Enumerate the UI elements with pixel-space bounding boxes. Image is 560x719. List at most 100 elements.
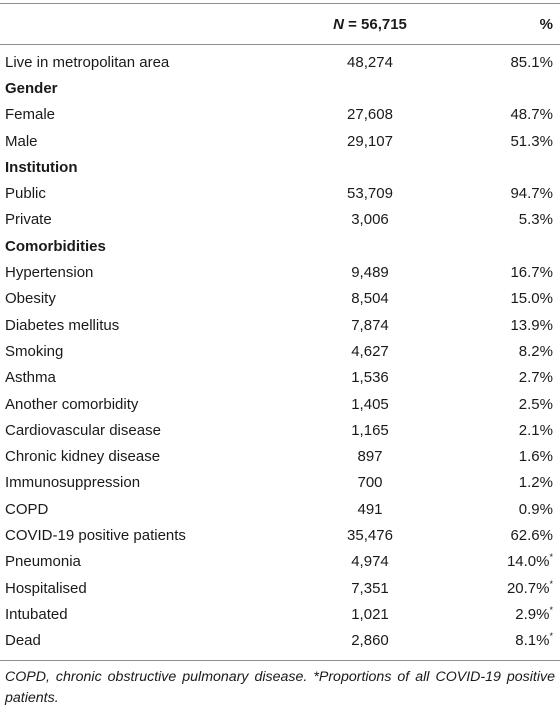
row-n-value: 29,107 (347, 132, 393, 150)
row-pct-cell: 14.0%* (470, 552, 560, 571)
table-header: N = 56,715 % (0, 4, 560, 44)
row-pct-value: 0.9% (518, 500, 553, 518)
row-pct-cell: 1.2% (470, 474, 560, 491)
row-pct-value: 2.7% (518, 369, 553, 387)
row-pct-value: 16.7% (510, 264, 553, 282)
table-row: COVID-19 positive patients 35,476 62.6% (0, 522, 560, 548)
table-row: Female 27,608 48.7% (0, 102, 560, 128)
table-row: Dead 2,860 8.1%* (0, 628, 560, 654)
section-header-row: Gender (0, 75, 560, 101)
row-pct-value: 5.3% (518, 211, 553, 229)
table-row: Diabetes mellitus 7,874 13.9% (0, 312, 560, 338)
row-label: Chronic kidney disease (5, 448, 161, 466)
row-label: Smoking (5, 342, 64, 360)
footnote-marker: * (549, 631, 553, 642)
row-n-value: 8,504 (351, 290, 389, 308)
table-row: Cardiovascular disease 1,165 2.1% (0, 417, 560, 443)
row-pct-cell: 16.7% (470, 264, 560, 281)
table-row: Hospitalised 7,351 20.7%* (0, 575, 560, 601)
table-row: Asthma 1,536 2.7% (0, 365, 560, 391)
row-pct-cell: 62.6% (470, 527, 560, 544)
row-pct-cell: 13.9% (470, 317, 560, 334)
row-pct-value: 2.9% (515, 605, 550, 623)
row-label: COVID-19 positive patients (5, 526, 186, 544)
row-n-value: 7,351 (351, 579, 389, 597)
row-n-value: 1,021 (351, 605, 389, 623)
row-label: Pneumonia (5, 553, 81, 571)
header-n-symbol: N (333, 15, 344, 33)
row-label: Comorbidities (5, 237, 106, 255)
row-pct-value: 15.0% (510, 290, 553, 308)
row-pct-value: 85.1% (510, 53, 553, 71)
row-label: Another comorbidity (5, 395, 139, 413)
row-label: Dead (5, 632, 41, 650)
row-label: Live in metropolitan area (5, 53, 170, 71)
row-n-value: 4,627 (351, 342, 389, 360)
row-label: Intubated (5, 605, 68, 623)
row-pct-cell: 8.2% (470, 343, 560, 360)
row-pct-value: 8.2% (518, 342, 553, 360)
table-body: Live in metropolitan area 48,274 85.1% Gend… (0, 49, 560, 654)
table-row: Public 53,709 94.7% (0, 180, 560, 206)
footnote-marker: * (549, 604, 553, 615)
row-pct-cell: 2.1% (470, 422, 560, 439)
row-label: Public (5, 185, 46, 203)
row-pct-cell: 2.7% (470, 369, 560, 386)
table-footnote: COPD, chronic obstructive pulmonary dise… (5, 668, 555, 706)
row-n-value: 897 (357, 448, 383, 466)
table-row: Private 3,006 5.3% (0, 207, 560, 233)
row-pct-value: 62.6% (510, 526, 553, 544)
table-row: Obesity 8,504 15.0% (0, 286, 560, 312)
row-label: COPD (5, 500, 49, 518)
row-pct-cell: 85.1% (470, 54, 560, 71)
row-n-value: 35,476 (347, 526, 393, 544)
row-pct-value: 1.2% (518, 474, 553, 492)
table-row: Hypertension 9,489 16.7% (0, 259, 560, 285)
row-pct-value: 2.1% (518, 421, 553, 439)
row-pct-cell: 8.1%* (470, 631, 560, 650)
section-header-row: Institution (0, 154, 560, 180)
footnote-marker: * (549, 578, 553, 589)
bottom-rule (0, 659, 560, 661)
row-pct-value: 2.5% (518, 395, 553, 413)
table-row: Intubated 1,021 2.9%* (0, 601, 560, 627)
row-label: Gender (5, 79, 58, 97)
row-n-value: 27,608 (347, 106, 393, 124)
header-pct-cell: % (539, 15, 553, 33)
table-row: Immunosuppression 700 1.2% (0, 470, 560, 496)
row-pct-value: 8.1% (515, 632, 550, 650)
row-n-value: 1,405 (351, 395, 389, 413)
row-label: Private (5, 211, 52, 229)
row-label: Asthma (5, 369, 56, 387)
row-n-value: 9,489 (351, 264, 389, 282)
row-pct-value: 13.9% (510, 316, 553, 334)
row-n-value: 4,974 (351, 553, 389, 571)
row-n-value: 7,874 (351, 316, 389, 334)
row-label: Female (5, 106, 56, 124)
row-pct-value: 1.6% (518, 448, 553, 466)
row-label: Hospitalised (5, 579, 87, 597)
row-label: Diabetes mellitus (5, 316, 120, 334)
row-pct-cell: 20.7%* (470, 578, 560, 597)
row-n-value: 491 (357, 500, 383, 518)
header-n-cell: N = 56,715 (270, 16, 470, 33)
row-n-value: 53,709 (347, 185, 393, 203)
row-n-value: 700 (357, 474, 383, 492)
header-rule (0, 44, 560, 45)
row-pct-value: 48.7% (510, 106, 553, 124)
row-label: Institution (5, 158, 78, 176)
row-pct-cell: 2.9%* (470, 604, 560, 623)
row-n-value: 1,165 (351, 421, 389, 439)
row-pct-cell: 94.7% (470, 185, 560, 202)
row-pct-cell: 15.0% (470, 290, 560, 307)
row-pct-cell: 48.7% (470, 106, 560, 123)
footnote-marker: * (549, 552, 553, 563)
row-label: Immunosuppression (5, 474, 141, 492)
table-row: Chronic kidney disease 897 1.6% (0, 443, 560, 469)
row-pct-value: 14.0% (506, 553, 550, 571)
row-n-value: 1,536 (351, 369, 389, 387)
section-header-row: Comorbidities (0, 233, 560, 259)
row-pct-cell: 1.6% (470, 448, 560, 465)
row-label: Cardiovascular disease (5, 421, 161, 439)
